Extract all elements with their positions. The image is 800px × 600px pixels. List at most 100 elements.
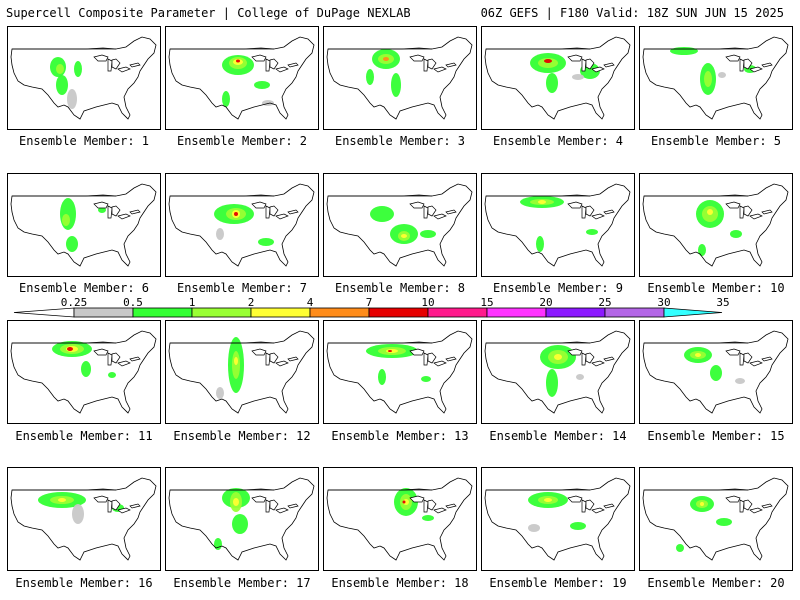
colorbar-tick-label: 1	[189, 296, 196, 309]
great-lake	[93, 54, 109, 62]
great-lake	[129, 356, 141, 362]
member-caption: Ensemble Member: 1	[18, 134, 150, 148]
great-lake	[265, 499, 271, 513]
colorbar-tick-label: 35	[716, 296, 729, 309]
great-lake	[725, 495, 741, 503]
great-lake	[117, 507, 131, 514]
scp-field	[366, 344, 431, 385]
colorbar-segment	[545, 307, 606, 318]
colorbar-tick-label: 4	[307, 296, 314, 309]
great-lake	[591, 213, 605, 220]
great-lake	[749, 66, 763, 73]
colorbar-segment	[250, 307, 311, 318]
great-lake	[269, 205, 279, 217]
great-lake	[423, 58, 429, 72]
great-lake	[581, 499, 587, 513]
us-coastline	[168, 183, 315, 267]
great-lake	[287, 356, 299, 362]
scp-field	[696, 200, 742, 256]
great-lake	[581, 352, 587, 366]
great-lake	[251, 495, 267, 503]
great-lake	[739, 499, 745, 513]
great-lake	[265, 58, 271, 72]
colorbar-tick-label: 0.5	[123, 296, 143, 309]
great-lake	[129, 209, 141, 215]
member-caption: Ensemble Member: 11	[15, 429, 153, 443]
colorbar-segment	[604, 307, 665, 318]
great-lake	[427, 205, 437, 217]
scp-field	[540, 345, 584, 397]
member-caption: Ensemble Member: 7	[176, 281, 308, 295]
colorbar-segment	[486, 307, 547, 318]
great-lake	[743, 205, 753, 217]
ensemble-member-map	[165, 26, 319, 130]
us-coastline	[168, 330, 315, 414]
colorbar-right-arrow	[663, 307, 723, 318]
ensemble-member-map	[323, 320, 477, 424]
great-lake	[445, 62, 457, 68]
great-lake	[725, 201, 741, 209]
great-lake	[251, 201, 267, 209]
member-caption: Ensemble Member: 12	[173, 429, 311, 443]
colorbar-segment	[368, 307, 429, 318]
great-lake	[433, 507, 447, 514]
us-coastline	[10, 477, 157, 561]
colorbar-tick-label: 0.25	[61, 296, 88, 309]
member-caption: Ensemble Member: 10	[647, 281, 785, 295]
member-caption: Ensemble Member: 19	[489, 576, 627, 590]
great-lake	[275, 507, 289, 514]
great-lake	[739, 58, 745, 72]
us-coastline	[642, 36, 789, 120]
great-lake	[107, 205, 113, 219]
great-lake	[287, 503, 299, 509]
colorbar-tick-label: 7	[366, 296, 373, 309]
ensemble-member-map	[639, 467, 793, 571]
scp-field	[38, 492, 124, 524]
scp-field	[50, 57, 82, 109]
great-lake	[111, 499, 121, 511]
great-lake	[743, 352, 753, 364]
colorbar-tick-label: 20	[539, 296, 552, 309]
great-lake	[433, 213, 447, 220]
member-caption: Ensemble Member: 13	[331, 429, 469, 443]
colorbar-tick-label: 2	[248, 296, 255, 309]
great-lake	[445, 503, 457, 509]
great-lake	[275, 213, 289, 220]
ensemble-member-map	[7, 26, 161, 130]
colorbar-tick-label: 25	[598, 296, 611, 309]
great-lake	[129, 62, 141, 68]
great-lake	[743, 58, 753, 70]
us-coastline	[484, 330, 631, 414]
ensemble-member-map	[639, 320, 793, 424]
great-lake	[761, 62, 773, 68]
great-lake	[111, 58, 121, 70]
great-lake	[739, 205, 745, 219]
ensemble-member-map	[481, 26, 635, 130]
great-lake	[749, 360, 763, 367]
us-coastline	[168, 477, 315, 561]
great-lake	[739, 352, 745, 366]
us-coastline	[10, 183, 157, 267]
colorbar-segment	[427, 307, 488, 318]
great-lake	[761, 356, 773, 362]
colorbar-tick-label: 30	[657, 296, 670, 309]
great-lake	[117, 66, 131, 73]
member-caption: Ensemble Member: 6	[18, 281, 150, 295]
great-lake	[749, 507, 763, 514]
great-lake	[585, 499, 595, 511]
us-coastline	[326, 330, 473, 414]
scp-field	[676, 496, 732, 552]
great-lake	[111, 205, 121, 217]
great-lake	[603, 356, 615, 362]
colorbar-tick-label: 10	[421, 296, 434, 309]
scp-field	[216, 337, 244, 399]
great-lake	[743, 499, 753, 511]
great-lake	[725, 348, 741, 356]
member-caption: Ensemble Member: 4	[492, 134, 624, 148]
colorbar-left-arrow	[13, 307, 75, 318]
us-coastline	[326, 36, 473, 120]
us-coastline	[642, 183, 789, 267]
great-lake	[591, 360, 605, 367]
great-lake	[117, 360, 131, 367]
scp-field	[530, 53, 600, 93]
